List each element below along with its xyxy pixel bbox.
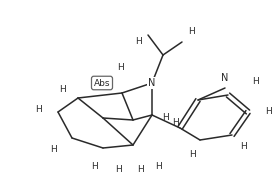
Text: H: H bbox=[188, 27, 195, 36]
Text: H: H bbox=[135, 37, 142, 46]
Text: H: H bbox=[265, 107, 272, 116]
Text: H: H bbox=[137, 165, 143, 174]
Text: Abs: Abs bbox=[94, 79, 110, 88]
Text: H: H bbox=[162, 113, 169, 122]
Text: N: N bbox=[148, 78, 156, 88]
Text: H: H bbox=[59, 85, 66, 95]
Text: H: H bbox=[50, 145, 57, 154]
Text: H: H bbox=[155, 162, 161, 171]
Text: H: H bbox=[115, 165, 121, 174]
Text: H: H bbox=[117, 63, 123, 72]
Text: H: H bbox=[240, 142, 247, 151]
Text: H: H bbox=[189, 150, 195, 159]
Text: H: H bbox=[172, 118, 179, 127]
Text: H: H bbox=[35, 105, 42, 114]
Text: N: N bbox=[221, 73, 229, 83]
Text: H: H bbox=[252, 77, 259, 87]
Text: H: H bbox=[92, 162, 98, 171]
